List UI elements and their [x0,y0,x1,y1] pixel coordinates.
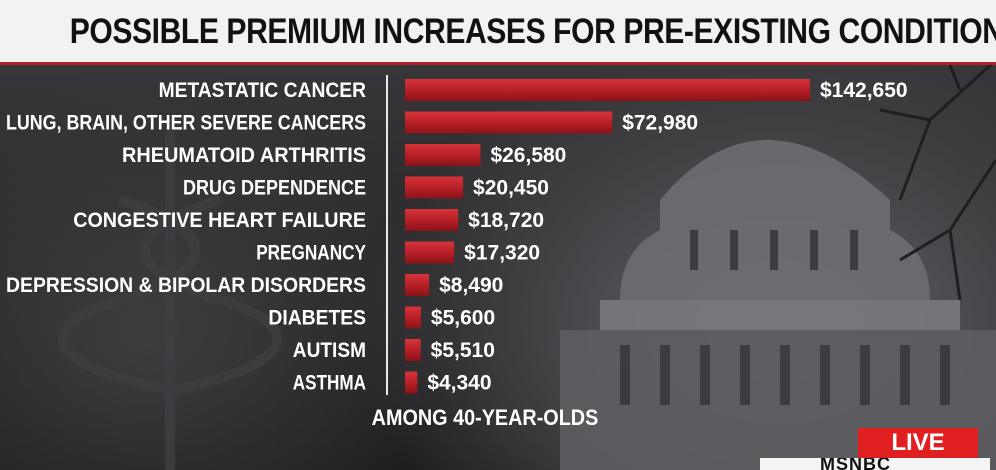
network-logo: MSNBC [820,458,891,470]
bar [405,79,810,101]
category-label: DEPRESSION & BIPOLAR DISORDERS [6,274,366,297]
live-badge: LIVE [858,428,978,458]
bar [405,144,481,166]
value-label: $18,720 [468,209,544,232]
tree-branches-icon [879,39,996,301]
value-label: $4,340 [427,372,491,395]
chart-footnote: AMONG 40-YEAR-OLDS [371,405,599,430]
category-label: ASTHMA [293,372,366,395]
title-bar: POSSIBLE PREMIUM INCREASES FOR PRE-EXIST… [0,0,996,65]
category-label: AUTISM [293,339,366,362]
category-label: CONGESTIVE HEART FAILURE [73,209,366,232]
category-label: METASTATIC CANCER [159,79,366,102]
category-label: LUNG, BRAIN, OTHER SEVERE CANCERS [6,112,366,135]
bar [405,339,421,361]
network-logo-strip: MSNBC [760,458,990,470]
value-label: $142,650 [820,79,908,102]
category-label: RHEUMATOID ARTHRITIS [122,144,366,167]
bar [405,306,421,329]
value-label: $5,600 [431,307,495,330]
bar [405,274,430,296]
value-label: $8,490 [439,274,503,297]
chart-title: POSSIBLE PREMIUM INCREASES FOR PRE-EXIST… [69,12,996,51]
bar [405,241,455,264]
value-label: $5,510 [431,339,495,362]
category-label: PREGNANCY [256,242,366,265]
bar [405,111,613,134]
category-label: DIABETES [268,307,366,330]
category-label: DRUG DEPENDENCE [183,177,366,200]
caduceus-icon [57,130,283,470]
bar [405,209,459,231]
value-label: $17,320 [464,242,540,265]
value-label: $26,580 [490,144,566,167]
bar [405,176,464,199]
value-label: $72,980 [622,112,698,135]
value-label: $20,450 [473,177,549,200]
bar [405,371,418,394]
